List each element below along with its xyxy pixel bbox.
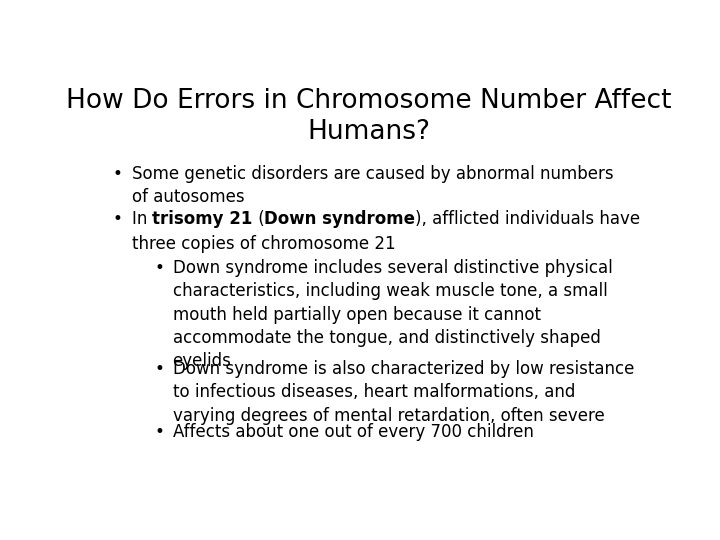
Text: Down syndrome: Down syndrome	[264, 211, 415, 228]
Text: •: •	[154, 423, 164, 441]
Text: (: (	[253, 211, 264, 228]
Text: Some genetic disorders are caused by abnormal numbers
of autosomes: Some genetic disorders are caused by abn…	[132, 165, 613, 206]
Text: •: •	[154, 259, 164, 277]
Text: Down syndrome includes several distinctive physical
characteristics, including w: Down syndrome includes several distincti…	[173, 259, 612, 370]
Text: •: •	[112, 165, 122, 183]
Text: •: •	[112, 211, 122, 228]
Text: •: •	[154, 360, 164, 378]
Text: Affects about one out of every 700 children: Affects about one out of every 700 child…	[173, 423, 534, 441]
Text: Down syndrome is also characterized by low resistance
to infectious diseases, he: Down syndrome is also characterized by l…	[173, 360, 634, 424]
Text: How Do Errors in Chromosome Number Affect
Humans?: How Do Errors in Chromosome Number Affec…	[66, 87, 672, 145]
Text: three copies of chromosome 21: three copies of chromosome 21	[132, 235, 395, 253]
Text: In: In	[132, 211, 153, 228]
Text: trisomy 21: trisomy 21	[153, 211, 253, 228]
Text: ), afflicted individuals have: ), afflicted individuals have	[415, 211, 641, 228]
